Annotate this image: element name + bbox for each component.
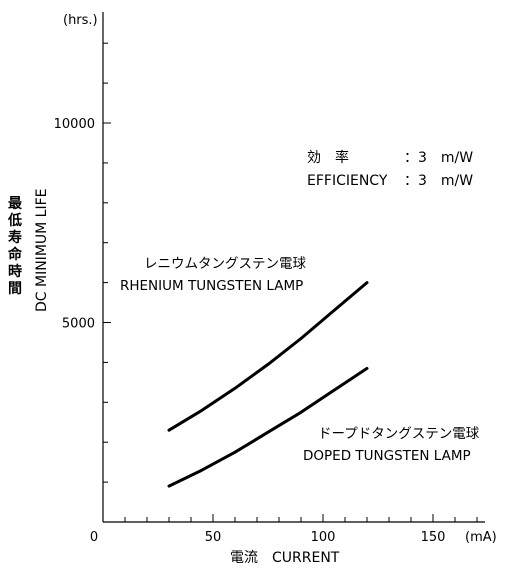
y-axis-title-en: DC MINIMUM LIFE bbox=[34, 189, 50, 313]
tick-marks bbox=[103, 42, 478, 522]
y-tick-label: 10000 bbox=[54, 117, 95, 132]
x-tick-label: 0 bbox=[90, 530, 98, 545]
series-2-line bbox=[167, 366, 369, 488]
tick-labels: 0 50 100 150 5000 10000 bbox=[54, 117, 446, 545]
series-lines bbox=[167, 281, 369, 488]
efficiency-jp-value: ：3 m/W bbox=[404, 150, 473, 166]
axes bbox=[102, 12, 485, 523]
x-unit-label: (mA) bbox=[465, 530, 497, 545]
x-tick-label: 100 bbox=[311, 530, 336, 545]
efficiency-en-label: EFFICIENCY bbox=[307, 173, 388, 189]
y-axis-title-jp: 最低寿命時間 bbox=[6, 196, 24, 298]
x-tick-label: 50 bbox=[205, 530, 222, 545]
series-1-line bbox=[167, 281, 369, 432]
series-1-label-en: RHENIUM TUNGSTEN LAMP bbox=[120, 278, 303, 294]
series-2-label-jp: ドープドタングステン電球 bbox=[318, 426, 480, 442]
efficiency-en-value: ：3 m/W bbox=[404, 173, 473, 189]
x-axis-title: 電流 CURRENT bbox=[230, 550, 340, 566]
y-unit-label: (hrs.) bbox=[63, 13, 98, 28]
y-axis-title-jp-text: 最低寿命時間 bbox=[8, 196, 22, 297]
efficiency-jp-label: 効 率 bbox=[307, 149, 349, 166]
series-1-label-jp: レニウムタングステン電球 bbox=[144, 256, 306, 272]
x-tick-label: 150 bbox=[421, 530, 446, 545]
y-tick-label: 5000 bbox=[62, 317, 95, 332]
series-2-label-en: DOPED TUNGSTEN LAMP bbox=[303, 448, 471, 464]
